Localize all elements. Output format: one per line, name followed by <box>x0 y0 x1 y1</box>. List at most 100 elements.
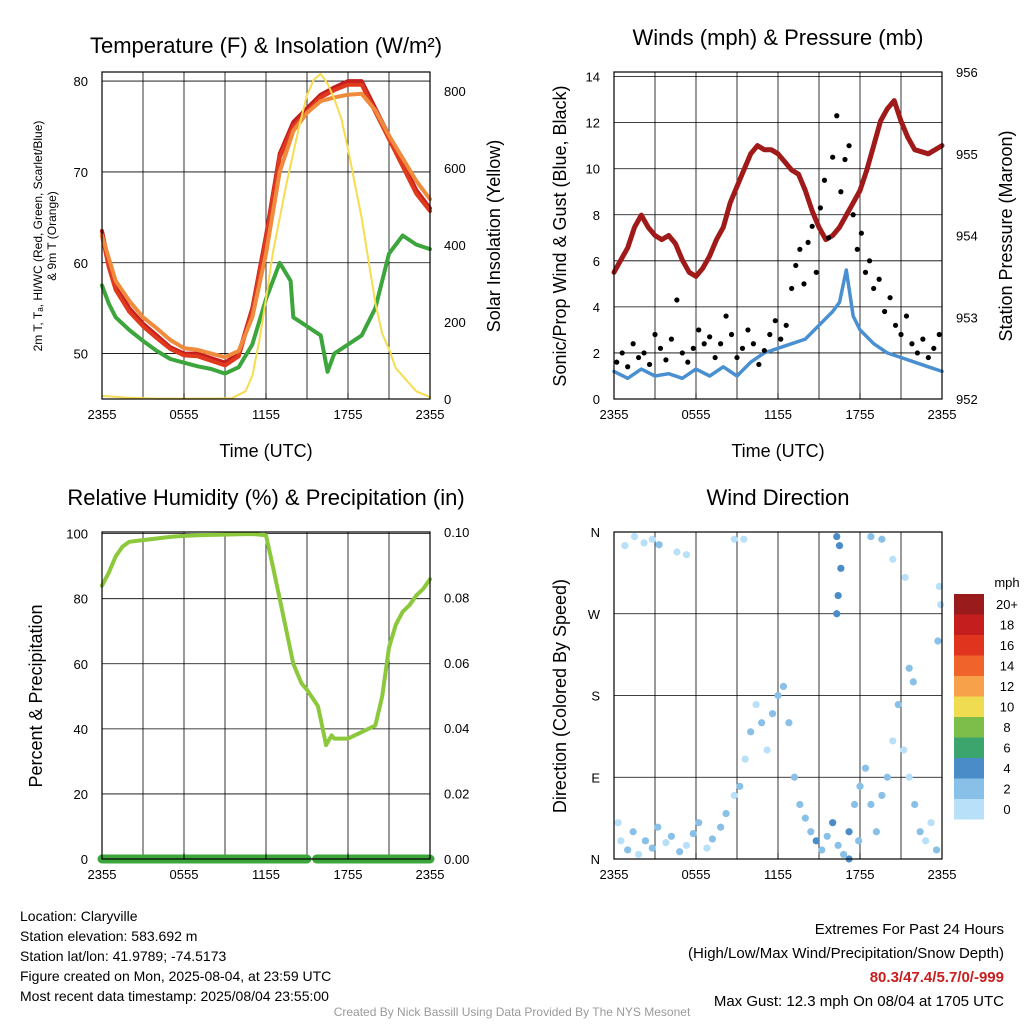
direction-point <box>621 542 629 550</box>
direction-point <box>900 746 908 754</box>
temperature-series <box>100 72 432 400</box>
gust-point <box>636 354 642 361</box>
speed-legend-swatch <box>954 799 984 820</box>
direction-point <box>856 782 864 790</box>
recent-timestamp: Most recent data timestamp: 2025/08/04 2… <box>20 988 329 1004</box>
speed-legend-label: 16 <box>1000 638 1014 653</box>
y-tick-label: 12 <box>586 116 600 131</box>
gust-point <box>761 348 767 354</box>
temperature-ylabel-line2: & 9m T (Orange) <box>45 191 59 281</box>
series-line-dew <box>100 233 432 376</box>
x-tick-label: 0555 <box>682 407 711 422</box>
x-tick-label: 2355 <box>416 867 445 882</box>
direction-point <box>758 719 766 727</box>
y2-tick-label: 952 <box>956 392 978 407</box>
gust-point <box>797 246 803 252</box>
winds-ylabel: Sonic/Prop Wind & Gust (Blue, Black) <box>550 85 570 386</box>
y2-tick-label: 0.08 <box>444 590 469 605</box>
x-tick-label: 1155 <box>252 867 280 882</box>
direction-point <box>932 846 941 854</box>
gust-point <box>821 177 828 183</box>
direction-point <box>682 551 691 559</box>
direction-point <box>779 682 788 691</box>
gust-point <box>850 212 856 218</box>
y2-tick-label: 955 <box>956 147 978 162</box>
direction-point <box>937 601 945 609</box>
direction-point <box>861 764 870 772</box>
x-tick-label: 2355 <box>600 867 629 882</box>
direction-grid <box>614 532 942 859</box>
direction-point <box>905 773 913 781</box>
direction-title: Wind Direction <box>706 485 849 510</box>
gust-point <box>756 361 762 368</box>
y2-tick-label: 200 <box>444 315 466 330</box>
x-tick-label: 1755 <box>846 407 875 422</box>
gust-point <box>690 345 696 351</box>
winds-yticks: 0 2 4 6 8 10 12 14 <box>586 70 600 407</box>
gust-point <box>783 322 789 328</box>
y-tick-label: 14 <box>586 70 600 85</box>
series-line-t9m <box>100 91 432 360</box>
x-tick-label: 1155 <box>252 407 280 422</box>
x-tick-label: 2355 <box>928 867 957 882</box>
direction-point <box>833 532 841 541</box>
gust-point <box>892 322 899 328</box>
direction-yticks: N E S W N <box>588 525 601 867</box>
y-tick-label: N <box>591 525 600 540</box>
temperature-yticks: 50 60 70 80 <box>74 74 88 362</box>
direction-point <box>872 828 881 836</box>
speed-legend-label: 0 <box>1003 802 1010 817</box>
direction-point <box>614 819 622 827</box>
y-tick-label: 6 <box>593 254 600 269</box>
y2-tick-label: 953 <box>956 310 978 325</box>
extremes-title: Extremes For Past 24 Hours <box>814 921 1004 938</box>
direction-point <box>763 746 771 754</box>
gust-point <box>854 246 860 252</box>
y-tick-label: 0 <box>81 852 88 867</box>
temperature-y2label: Solar Insolation (Yellow) <box>484 140 504 332</box>
speed-legend-swatch <box>954 655 984 676</box>
y-tick-label: 60 <box>74 256 88 271</box>
winds-series <box>611 98 945 381</box>
x-tick-label: 2355 <box>88 867 117 882</box>
y-tick-label: S <box>591 689 600 704</box>
direction-point <box>905 664 913 672</box>
speed-legend-title: mph <box>994 575 1019 590</box>
gust-point <box>846 143 852 149</box>
gust-point <box>825 235 832 241</box>
direction-point <box>911 800 919 809</box>
direction-point <box>662 839 670 847</box>
direction-point <box>909 678 917 686</box>
direction-point <box>829 819 837 827</box>
gust-point <box>801 281 807 287</box>
gust-point <box>817 205 823 211</box>
x-tick-label: 0555 <box>682 867 711 882</box>
speed-legend-swatch <box>954 676 984 697</box>
temperature-xlabel: Time (UTC) <box>219 441 312 461</box>
station-elevation: Station elevation: 583.692 m <box>20 928 198 944</box>
speed-legend-swatch <box>954 717 984 738</box>
gust-point <box>767 331 773 338</box>
gust-point <box>936 331 942 338</box>
direction-point <box>807 828 815 836</box>
extremes-values: 80.3/47.4/5.7/0/-999 <box>869 969 1004 986</box>
x-tick-label: 2355 <box>88 407 117 422</box>
gust-point <box>882 308 888 315</box>
y2-tick-label: 400 <box>444 238 466 253</box>
gust-point <box>728 331 735 338</box>
gust-point <box>712 354 718 361</box>
gust-point <box>876 276 882 282</box>
direction-point <box>927 819 935 827</box>
station-location: Location: Claryville <box>20 908 138 924</box>
gust-point <box>750 341 757 347</box>
y-tick-label: N <box>591 852 600 867</box>
gust-point <box>723 313 729 319</box>
gust-point <box>619 350 625 356</box>
y2-tick-label: 0.02 <box>444 787 469 802</box>
speed-legend-label: 18 <box>1000 618 1014 633</box>
direction-point <box>682 841 691 849</box>
gust-point <box>674 297 680 303</box>
y2-tick-label: 0.10 <box>444 525 469 540</box>
y-tick-label: 60 <box>74 657 88 672</box>
